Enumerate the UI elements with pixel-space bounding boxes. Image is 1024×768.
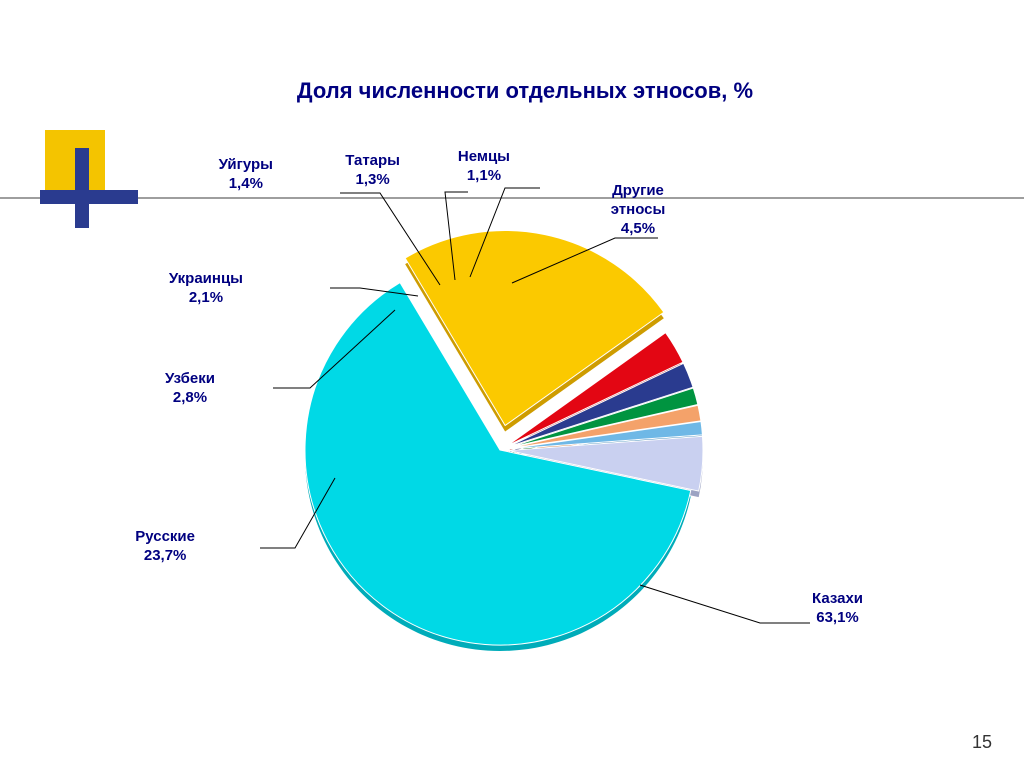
slide-stage: Доля численности отдельных этносов, % Ка… [0, 0, 1024, 768]
slice-label-kazakhs: Казахи 63,1% [812, 590, 863, 628]
slide-page-number: 15 [972, 732, 992, 753]
slice-label-others: Другие этносы 4,5% [611, 182, 666, 238]
slice-label-uyghurs: Уйгуры 1,4% [219, 156, 273, 194]
slice-label-germans: Немцы 1,1% [458, 148, 510, 186]
slice-label-russians: Русские 23,7% [135, 528, 195, 566]
slice-label-uzbeks: Узбеки 2,8% [165, 370, 215, 408]
slice-label-tatars: Татары 1,3% [345, 152, 400, 190]
slice-label-ukrainians: Украинцы 2,1% [169, 270, 243, 308]
leader-line-kazakhs [640, 585, 810, 623]
ethnic-share-pie-chart [0, 0, 1024, 768]
